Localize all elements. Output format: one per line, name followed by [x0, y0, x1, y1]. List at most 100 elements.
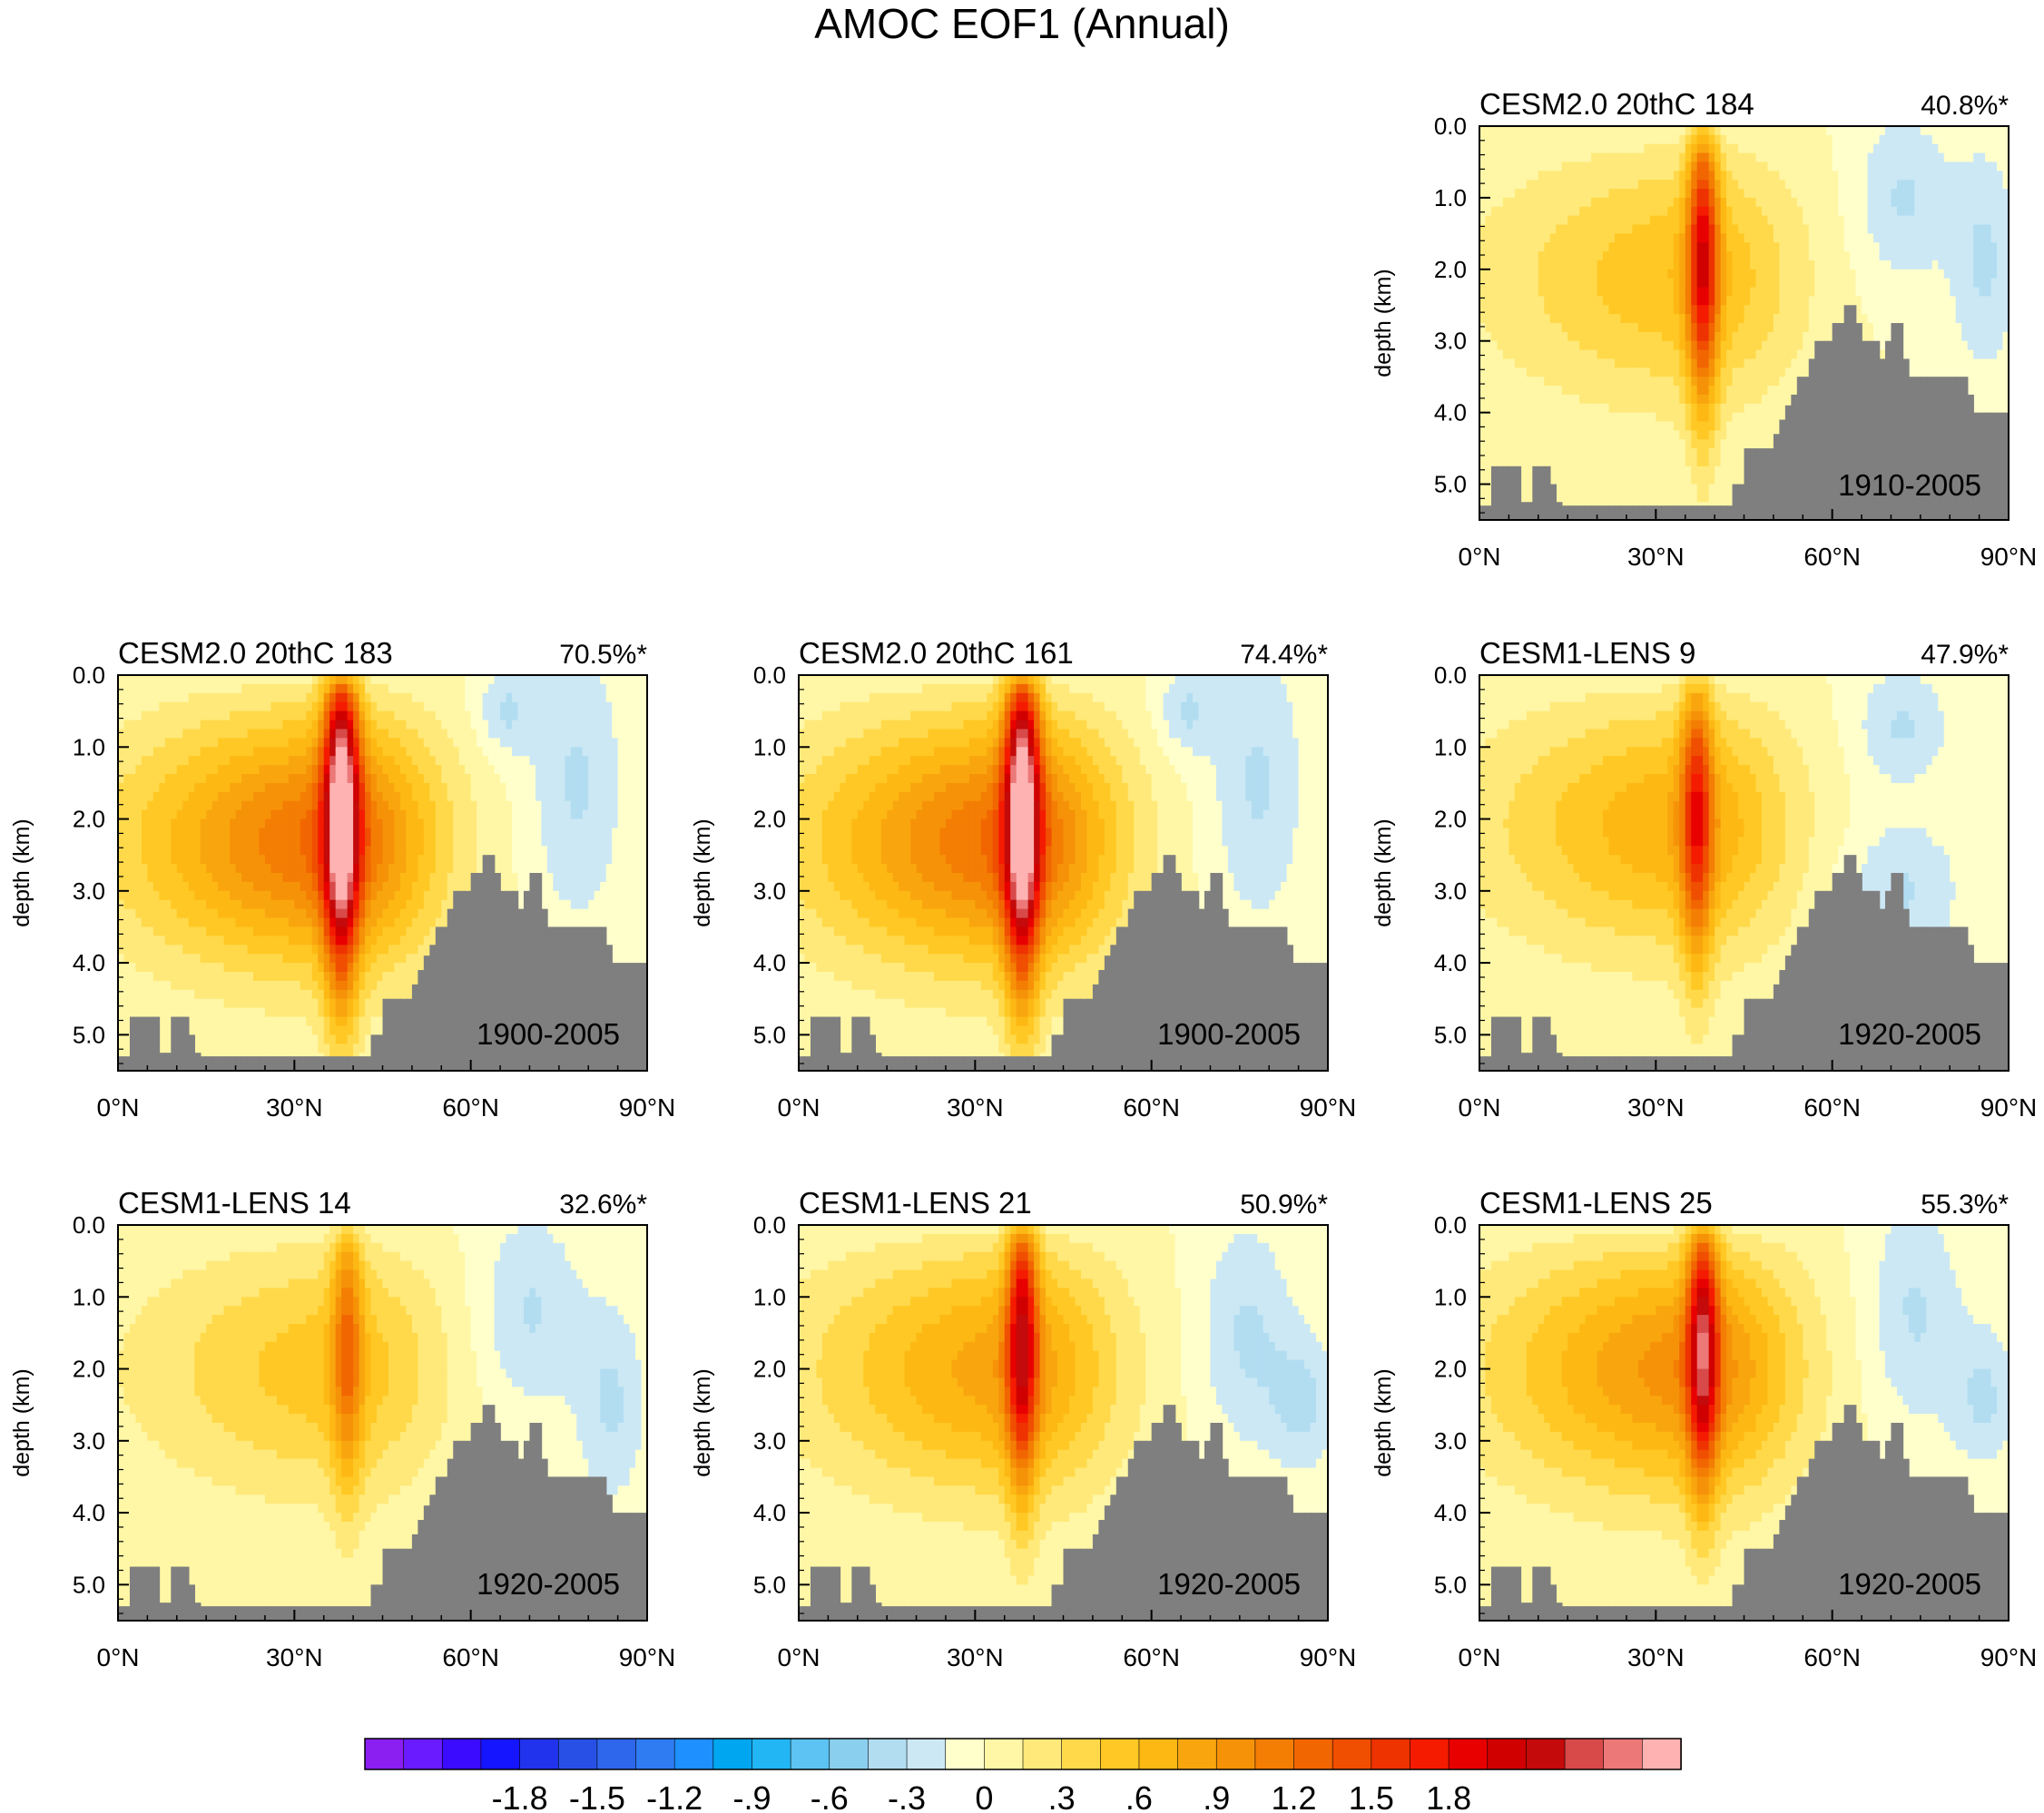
field-cell	[1667, 430, 1675, 441]
field-cell	[1703, 349, 1710, 360]
field-cell	[1990, 377, 1998, 387]
field-cell	[1661, 126, 1669, 136]
field-cell	[294, 729, 301, 740]
field-cell	[1608, 269, 1616, 279]
field-cell	[1803, 126, 1810, 136]
field-cell	[1579, 377, 1587, 387]
field-cell	[1561, 126, 1568, 136]
field-cell	[1896, 233, 1904, 244]
field-cell	[1967, 296, 1974, 307]
field-cell	[1867, 242, 1874, 252]
field-cell	[1902, 206, 1910, 217]
field-cell	[1673, 456, 1681, 467]
field-cell	[1843, 197, 1851, 208]
field-cell	[523, 675, 531, 685]
field-cell	[1715, 143, 1722, 154]
field-cell	[1732, 323, 1739, 333]
field-cell	[1567, 260, 1575, 270]
field-cell	[1490, 152, 1499, 163]
field-cell	[1644, 224, 1651, 235]
field-cell	[1838, 278, 1845, 289]
field-cell	[1955, 296, 1962, 307]
field-cell	[1556, 439, 1563, 449]
field-cell	[353, 710, 360, 721]
field-cell	[1708, 206, 1715, 217]
field-cell	[1779, 162, 1786, 172]
field-cell	[1997, 189, 2004, 199]
field-cell	[1497, 197, 1504, 208]
field-cell	[1685, 484, 1692, 495]
field-cell	[494, 683, 501, 694]
field-cell	[1620, 143, 1627, 154]
field-cell	[1767, 331, 1774, 342]
field-cell	[1979, 403, 1986, 414]
field-cell	[1696, 368, 1704, 377]
field-cell	[1997, 368, 2004, 377]
field-cell	[135, 756, 142, 766]
field-cell	[223, 701, 231, 712]
field-cell	[1544, 412, 1551, 423]
field-cell	[335, 701, 342, 712]
field-cell	[1490, 242, 1499, 252]
field-cell	[1961, 323, 1969, 333]
field-cell	[194, 720, 201, 730]
field-cell	[423, 729, 431, 740]
field-cell	[1749, 412, 1757, 423]
field-cell	[1632, 421, 1639, 432]
field-cell	[1791, 305, 1798, 315]
field-cell	[1520, 475, 1528, 485]
field-cell	[129, 756, 137, 766]
field-cell	[423, 756, 431, 766]
field-cell	[147, 675, 154, 685]
field-cell	[1884, 278, 1892, 289]
field-cell	[1667, 448, 1675, 458]
field-cell	[1715, 358, 1722, 369]
field-cell	[1902, 224, 1910, 235]
field-cell	[1908, 287, 1916, 298]
field-cell	[1549, 349, 1558, 360]
field-cell	[470, 692, 477, 703]
field-cell	[323, 747, 330, 757]
field-cell	[1826, 287, 1833, 298]
field-cell	[429, 710, 437, 721]
field-cell	[1744, 224, 1751, 235]
field-cell	[1532, 278, 1539, 289]
field-cell	[1661, 260, 1669, 270]
field-cell	[1479, 377, 1487, 387]
field-cell	[582, 720, 590, 730]
field-cell	[353, 675, 360, 685]
field-cell	[1620, 197, 1627, 208]
field-cell	[1784, 215, 1793, 226]
field-cell	[1632, 314, 1639, 324]
field-cell	[1632, 180, 1639, 190]
field-cell	[1873, 197, 1881, 208]
field-cell	[406, 675, 413, 685]
field-cell	[1567, 269, 1575, 279]
field-cell	[1755, 143, 1763, 154]
field-cell	[1808, 206, 1816, 217]
field-cell	[1755, 394, 1763, 405]
field-cell	[1497, 215, 1504, 226]
field-cell	[1838, 171, 1845, 181]
field-cell	[1579, 215, 1587, 226]
field-cell	[1820, 269, 1827, 279]
field-cell	[270, 683, 278, 694]
field-cell	[1679, 162, 1686, 172]
field-cell	[1720, 448, 1727, 458]
field-cell	[1715, 430, 1722, 441]
field-cell	[1738, 126, 1745, 136]
field-cell	[635, 729, 643, 740]
field-cell	[382, 747, 389, 757]
field-cell	[1985, 197, 1992, 208]
field-cell	[1614, 134, 1622, 145]
field-cell	[1632, 493, 1639, 504]
field-cell	[546, 683, 555, 694]
field-cell	[1720, 484, 1727, 495]
field-cell	[1526, 349, 1534, 360]
field-cell	[1514, 260, 1522, 270]
field-cell	[1843, 251, 1851, 261]
field-cell	[347, 729, 354, 740]
field-cell	[1943, 251, 1951, 261]
field-cell	[1708, 349, 1715, 360]
x-tick-label: 30°N	[1627, 543, 1685, 571]
